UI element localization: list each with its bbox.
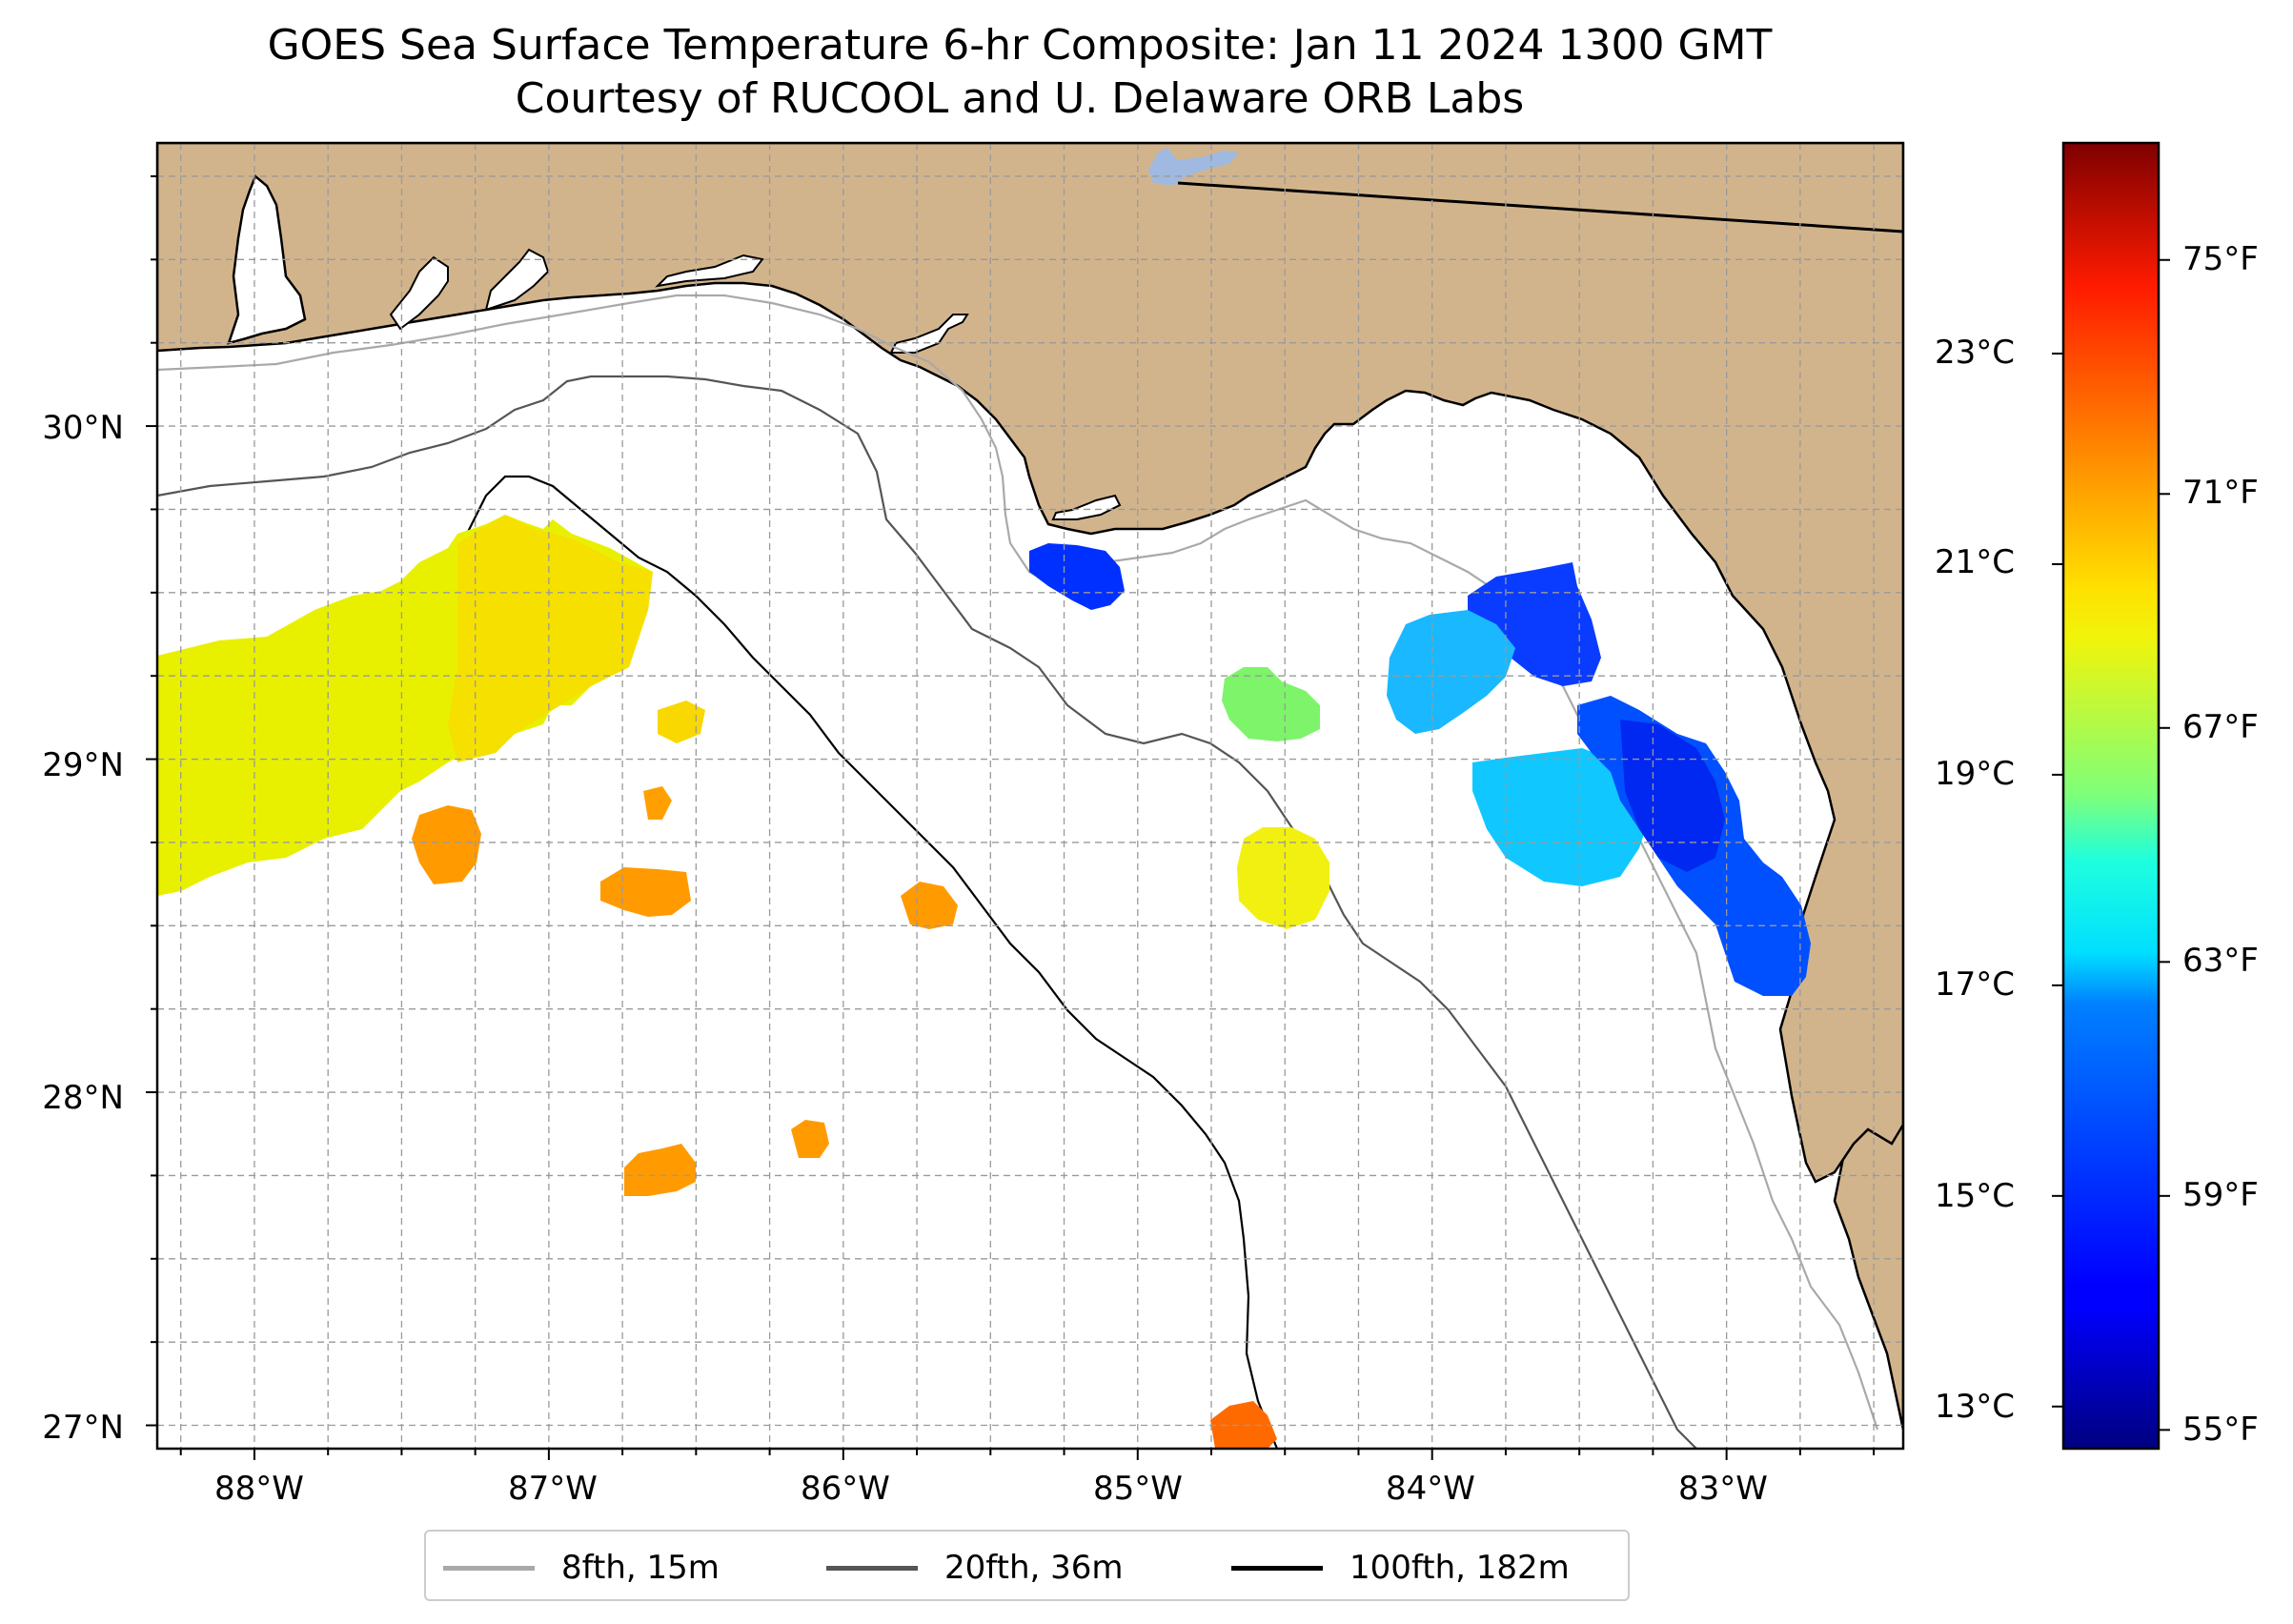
colorbar-frame <box>2061 141 2161 1451</box>
lon-label-88w: 88°W <box>214 1470 304 1508</box>
sst-orange-patch-4 <box>624 1144 696 1196</box>
cbar-label-55f: 55°F <box>2182 1411 2259 1449</box>
sst-bigbend-blue-patch <box>1468 562 1601 686</box>
sst-orange-patch-5 <box>791 1120 829 1158</box>
sst-yellow-patch <box>1237 827 1329 929</box>
legend-line-20fth <box>826 1566 918 1571</box>
bay-6 <box>1051 494 1122 520</box>
cbar-label-63f: 63°F <box>2182 942 2259 980</box>
contour-20fth <box>157 375 1697 1449</box>
map-frame <box>155 141 1905 1451</box>
sst-west-yellow-band-east <box>448 515 653 762</box>
map-area <box>157 143 1903 1449</box>
colorbar-ticks <box>2052 258 2170 1431</box>
lat-label-27n: 27°N <box>42 1409 124 1447</box>
cbar-label-17c: 17°C <box>1935 965 2016 1004</box>
bay-4 <box>655 254 764 288</box>
map-ticks <box>146 174 1876 1460</box>
legend-label-100fth: 100fth, 182m <box>1349 1549 1570 1587</box>
sst-yellow-dot <box>658 700 705 743</box>
cbar-label-21c: 21°C <box>1935 543 2016 581</box>
sst-cyan-patch-north <box>1387 610 1515 734</box>
cbar-label-13c: 13°C <box>1935 1388 2016 1426</box>
cbar-label-23c: 23°C <box>1935 334 2016 372</box>
cbar-label-19c: 19°C <box>1935 755 2016 793</box>
cbar-label-75f: 75°F <box>2182 240 2259 278</box>
bay-5 <box>889 314 969 354</box>
cbar-label-71f: 71°F <box>2182 474 2259 512</box>
lake <box>1148 148 1239 186</box>
sst-overlay <box>157 515 1811 1449</box>
contour-8fth <box>157 294 1879 1431</box>
legend: 8fth, 15m 20fth, 36m 100fth, 182m <box>424 1530 1630 1601</box>
lat-label-30n: 30°N <box>42 409 124 447</box>
bay-2 <box>389 255 449 331</box>
lon-label-83w: 83°W <box>1678 1470 1768 1508</box>
cbar-label-15c: 15°C <box>1935 1177 2016 1215</box>
sst-green-patch <box>1222 667 1320 741</box>
legend-label-8fth: 8fth, 15m <box>561 1549 720 1587</box>
legend-label-20fth: 20fth, 36m <box>944 1549 1124 1587</box>
chart-subtitle: Courtesy of RUCOOL and U. Delaware ORB L… <box>515 74 1525 123</box>
sst-orange-patch-3 <box>901 882 958 929</box>
chart-title: GOES Sea Surface Temperature 6-hr Compos… <box>267 21 1773 70</box>
legend-line-8fth <box>443 1566 535 1571</box>
cbar-label-59f: 59°F <box>2182 1176 2259 1214</box>
sst-blue-core <box>1620 720 1725 872</box>
sst-orange-patch-1 <box>412 805 481 884</box>
lat-label-28n: 28°N <box>42 1079 124 1117</box>
colorbar <box>2063 143 2159 1449</box>
lat-label-29n: 29°N <box>42 746 124 784</box>
gridlines <box>157 143 1903 1449</box>
cbar-label-67f: 67°F <box>2182 708 2259 746</box>
lon-label-87w: 87°W <box>508 1470 598 1508</box>
sst-cyan-patch-south <box>1472 748 1649 886</box>
legend-line-100fth <box>1231 1566 1323 1571</box>
lon-label-86w: 86°W <box>801 1470 890 1508</box>
lon-label-85w: 85°W <box>1093 1470 1183 1508</box>
sst-orange-patch-6 <box>643 786 672 820</box>
bay-3 <box>484 248 550 312</box>
north-florida-land <box>157 143 1903 1184</box>
lon-label-84w: 84°W <box>1386 1470 1475 1508</box>
state-border <box>1177 181 1903 233</box>
sst-stgeorge-blue-patch <box>1029 543 1125 610</box>
